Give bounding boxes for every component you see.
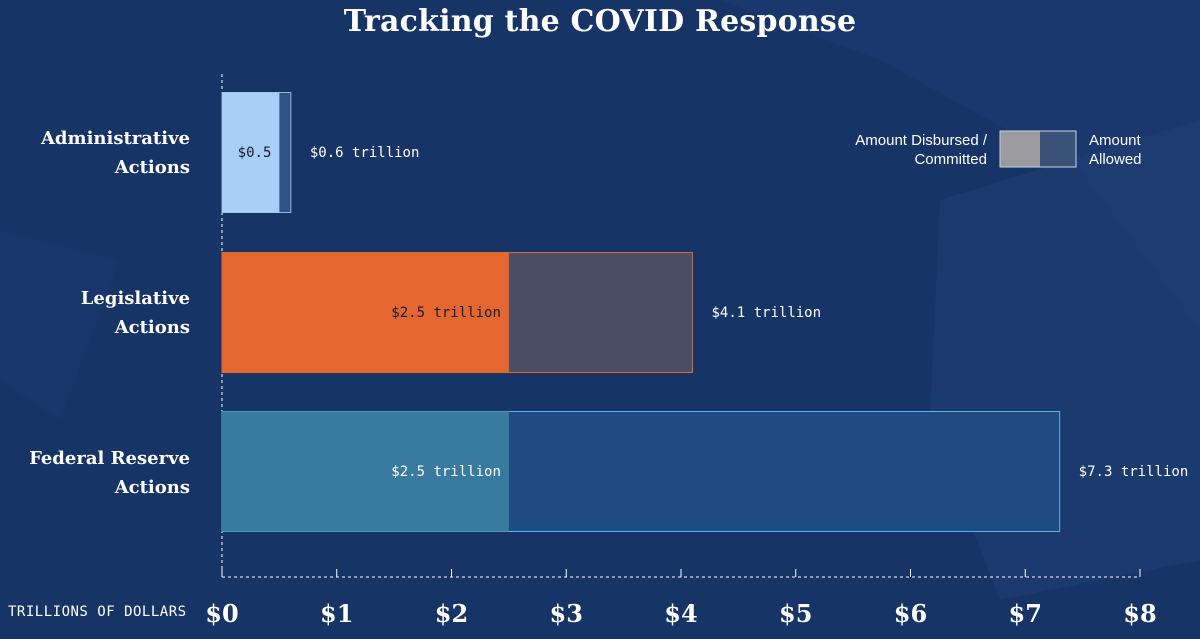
legend-label-line2: Allowed: [1089, 151, 1142, 168]
legend-label-line1: Amount Disbursed /: [855, 132, 987, 149]
category-label-line2: Actions: [114, 477, 190, 498]
x-axis-unit-label: TRILLIONS OF DOLLARS: [8, 604, 187, 620]
data-label-allowed-administrative: $0.6 trillion: [310, 145, 420, 161]
bar-disbursed-legislative: [222, 252, 509, 373]
chart-title: Tracking the COVID Response: [343, 4, 857, 39]
bar-disbursed-administrative: [222, 92, 280, 213]
data-label-allowed-legislative: $4.1 trillion: [711, 305, 821, 321]
category-label-line1: Legislative: [80, 288, 190, 309]
x-tick-label: $0: [205, 599, 238, 628]
data-label-disbursed-federal-reserve: $2.5 trillion: [391, 464, 501, 480]
category-label-line2: Actions: [114, 317, 190, 338]
legend-label-allowed: Amount Allowed: [1089, 131, 1179, 169]
x-tick-label: $8: [1123, 599, 1156, 628]
legend-swatch-disbursed: [1000, 131, 1040, 167]
data-label-allowed-federal-reserve: $7.3 trillion: [1079, 464, 1189, 480]
data-label-disbursed-administrative: $0.5: [238, 145, 272, 161]
category-label-line1: Federal Reserve: [29, 448, 190, 469]
legend-label-disbursed: Amount Disbursed / Committed: [840, 131, 987, 169]
x-tick-label: $5: [779, 599, 812, 628]
data-label-disbursed-legislative: $2.5 trillion: [391, 305, 501, 321]
x-tick-label: $3: [550, 599, 583, 628]
legend-label-line2: Committed: [914, 151, 987, 168]
x-tick-label: $4: [664, 599, 697, 628]
legend-swatch-allowed: [1040, 131, 1076, 167]
category-label-administrative: Administrative Actions: [0, 124, 190, 182]
x-tick-label: $1: [320, 599, 353, 628]
legend-swatch-border: [999, 130, 1077, 168]
category-label-line1: Administrative: [40, 128, 190, 149]
x-tick-label: $6: [894, 599, 927, 628]
category-label-legislative: Legislative Actions: [0, 284, 190, 342]
x-tick-label: $7: [1009, 599, 1042, 628]
bar-disbursed-federal-reserve: [222, 411, 509, 532]
category-label-line2: Actions: [114, 157, 190, 178]
legend-label-line1: Amount: [1089, 132, 1141, 149]
x-tick-label: $2: [435, 599, 468, 628]
category-label-federal-reserve: Federal Reserve Actions: [0, 444, 190, 502]
